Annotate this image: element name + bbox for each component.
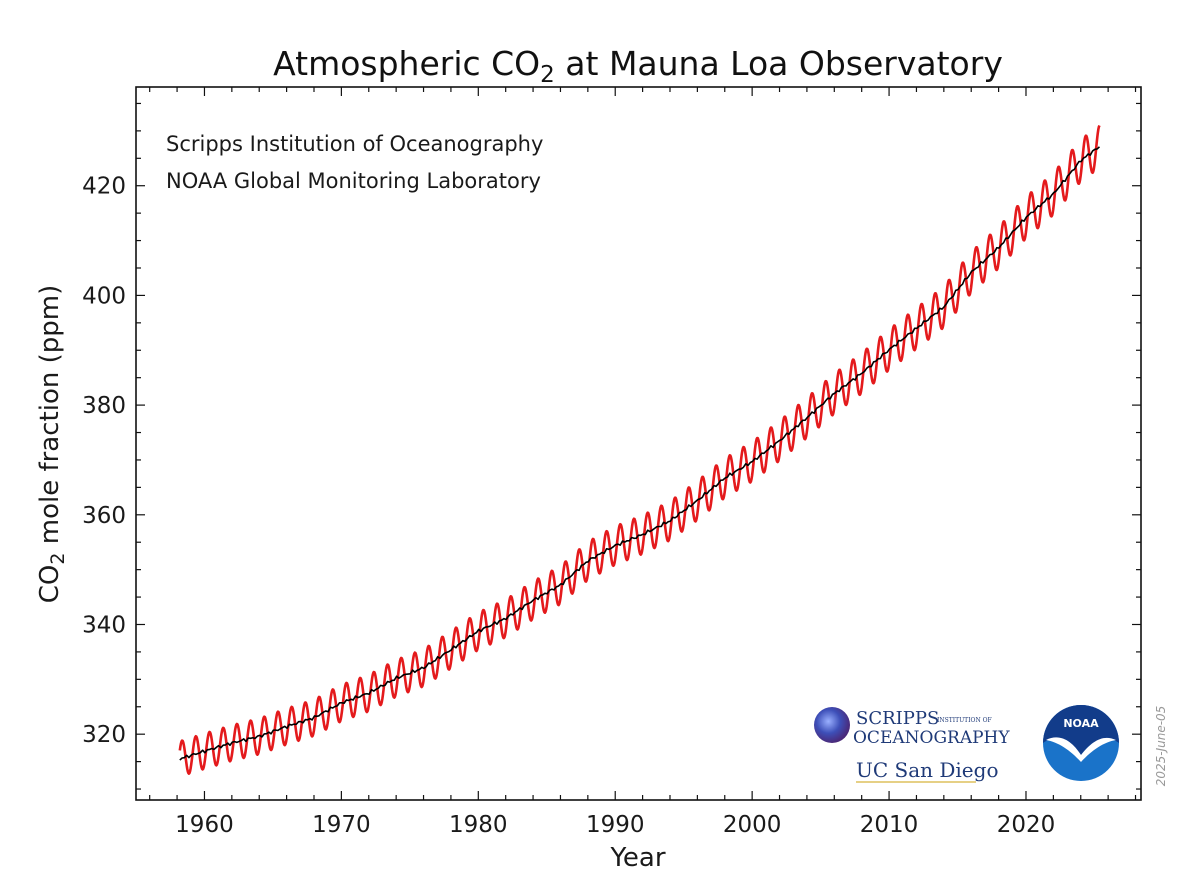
ylabel-subscript: 2 [47,553,69,565]
x-axis-title: Year [609,843,665,873]
title-rest: at Mauna Loa Observatory [555,44,1003,83]
y-tick-label: 340 [82,612,126,638]
scripps-logo-line2: OCEANOGRAPHY [853,728,1010,748]
y-tick-label: 380 [82,393,126,419]
ylabel-main: CO [35,565,65,604]
ucsd-logo-text: UC San Diego [856,758,999,782]
x-tick-label: 2010 [860,812,919,838]
tick-labels: 1960 1970 1980 1990 2000 2010 2020 320 340 360 380… [82,174,1055,838]
noaa-label: NOAA [1063,717,1099,730]
plot-frame [135,86,1142,801]
y-tick-label: 400 [82,283,126,309]
x-tick-label: 2000 [723,812,782,838]
noaa-wing-white [1046,737,1116,762]
ylabel-rest: mole fraction (ppm) [35,285,65,553]
x-tick-label: 1970 [312,812,371,838]
annotation-scripps: Scripps Institution of Oceanography [166,132,543,156]
y-tick-label: 320 [82,722,126,748]
chart-title: Atmospheric CO2 at Mauna Loa Observatory [273,44,1003,88]
series-line-monthly [178,124,1101,775]
x-tick-label: 1990 [586,812,645,838]
scripps-logo-small: INSTITUTION OF [937,717,992,724]
x-tick-label: 1980 [449,812,508,838]
title-main: Atmospheric CO [273,44,540,83]
scripps-logo: SCRIPPS INSTITUTION OF OCEANOGRAPHY UC S… [814,707,1010,783]
date-stamp: 2025-June-05 [1154,706,1168,787]
axis-ticks [136,87,1141,800]
globe-icon [814,707,850,743]
x-tick-label: 1960 [175,812,234,838]
annotation-noaa: NOAA Global Monitoring Laboratory [166,169,541,193]
y-tick-label: 420 [82,174,126,200]
y-tick-label: 360 [82,503,126,529]
title-subscript: 2 [540,62,555,88]
scripps-logo-line1: SCRIPPS [856,708,939,729]
noaa-logo: NOAA [1043,705,1119,781]
x-tick-label: 2020 [997,812,1056,838]
y-axis-title: CO2 mole fraction (ppm) [35,285,69,603]
noaa-bird-icon [1043,705,1119,755]
series-line-trend [179,146,1101,761]
